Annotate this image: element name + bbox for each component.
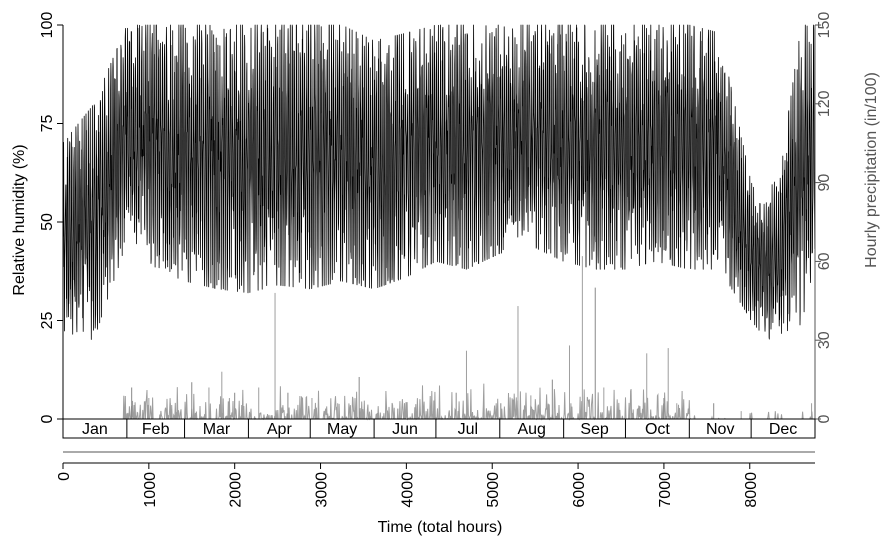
y-left-tick-label: 25 <box>39 312 56 330</box>
x-tick-label: 3000 <box>314 472 331 508</box>
month-label-jan: Jan <box>82 421 108 438</box>
month-strip: Jan Feb Mar Apr May Jun Jul Aug Sep Oct Nov Dec <box>62 418 816 439</box>
plot-area <box>62 24 816 421</box>
y-left-tick-label: 0 <box>39 414 56 423</box>
month-label-nov: Nov <box>706 421 734 438</box>
x-axis-label: Time (total hours) <box>378 519 503 536</box>
precipitation-series <box>63 383 815 421</box>
x-tick-label: 7000 <box>657 472 674 508</box>
y-left-tick-label: 100 <box>39 12 56 39</box>
y-right-tick-label: 90 <box>816 174 833 192</box>
month-label-dec: Dec <box>769 421 797 438</box>
month-label-jul: Jul <box>458 421 478 438</box>
month-strip-frame <box>62 418 816 439</box>
y-left-tick-label: 50 <box>39 213 56 231</box>
humidity-series <box>62 24 816 340</box>
x-tick-label: 1000 <box>142 472 159 508</box>
month-label-sep: Sep <box>580 421 609 438</box>
y-left-tick-label: 75 <box>39 115 56 133</box>
x-tick-label: 0 <box>56 472 73 481</box>
y-right-tick-label: 0 <box>816 414 833 423</box>
month-label-mar: Mar <box>203 421 231 438</box>
month-label-may: May <box>327 421 357 438</box>
month-label-apr: Apr <box>267 421 293 438</box>
x-tick-label: 6000 <box>571 472 588 508</box>
y-right-tick-label: 60 <box>816 252 833 270</box>
x-tick-label: 5000 <box>485 472 502 508</box>
month-label-aug: Aug <box>517 421 545 438</box>
x-tick-label: 8000 <box>743 472 760 508</box>
month-label-oct: Oct <box>645 421 670 438</box>
month-label-jun: Jun <box>392 421 418 438</box>
x-tick-label: 4000 <box>399 472 416 508</box>
y-right-tick-label: 150 <box>816 12 833 39</box>
x-tick-label: 2000 <box>228 472 245 508</box>
y-axis-right-label: Hourly precipitation (in/100) <box>863 72 880 268</box>
y-axis-left-label: Relative humidity (%) <box>11 144 28 295</box>
month-label-feb: Feb <box>142 421 170 438</box>
y-right-tick-label: 120 <box>816 90 833 117</box>
y-right-tick-label: 30 <box>816 331 833 349</box>
